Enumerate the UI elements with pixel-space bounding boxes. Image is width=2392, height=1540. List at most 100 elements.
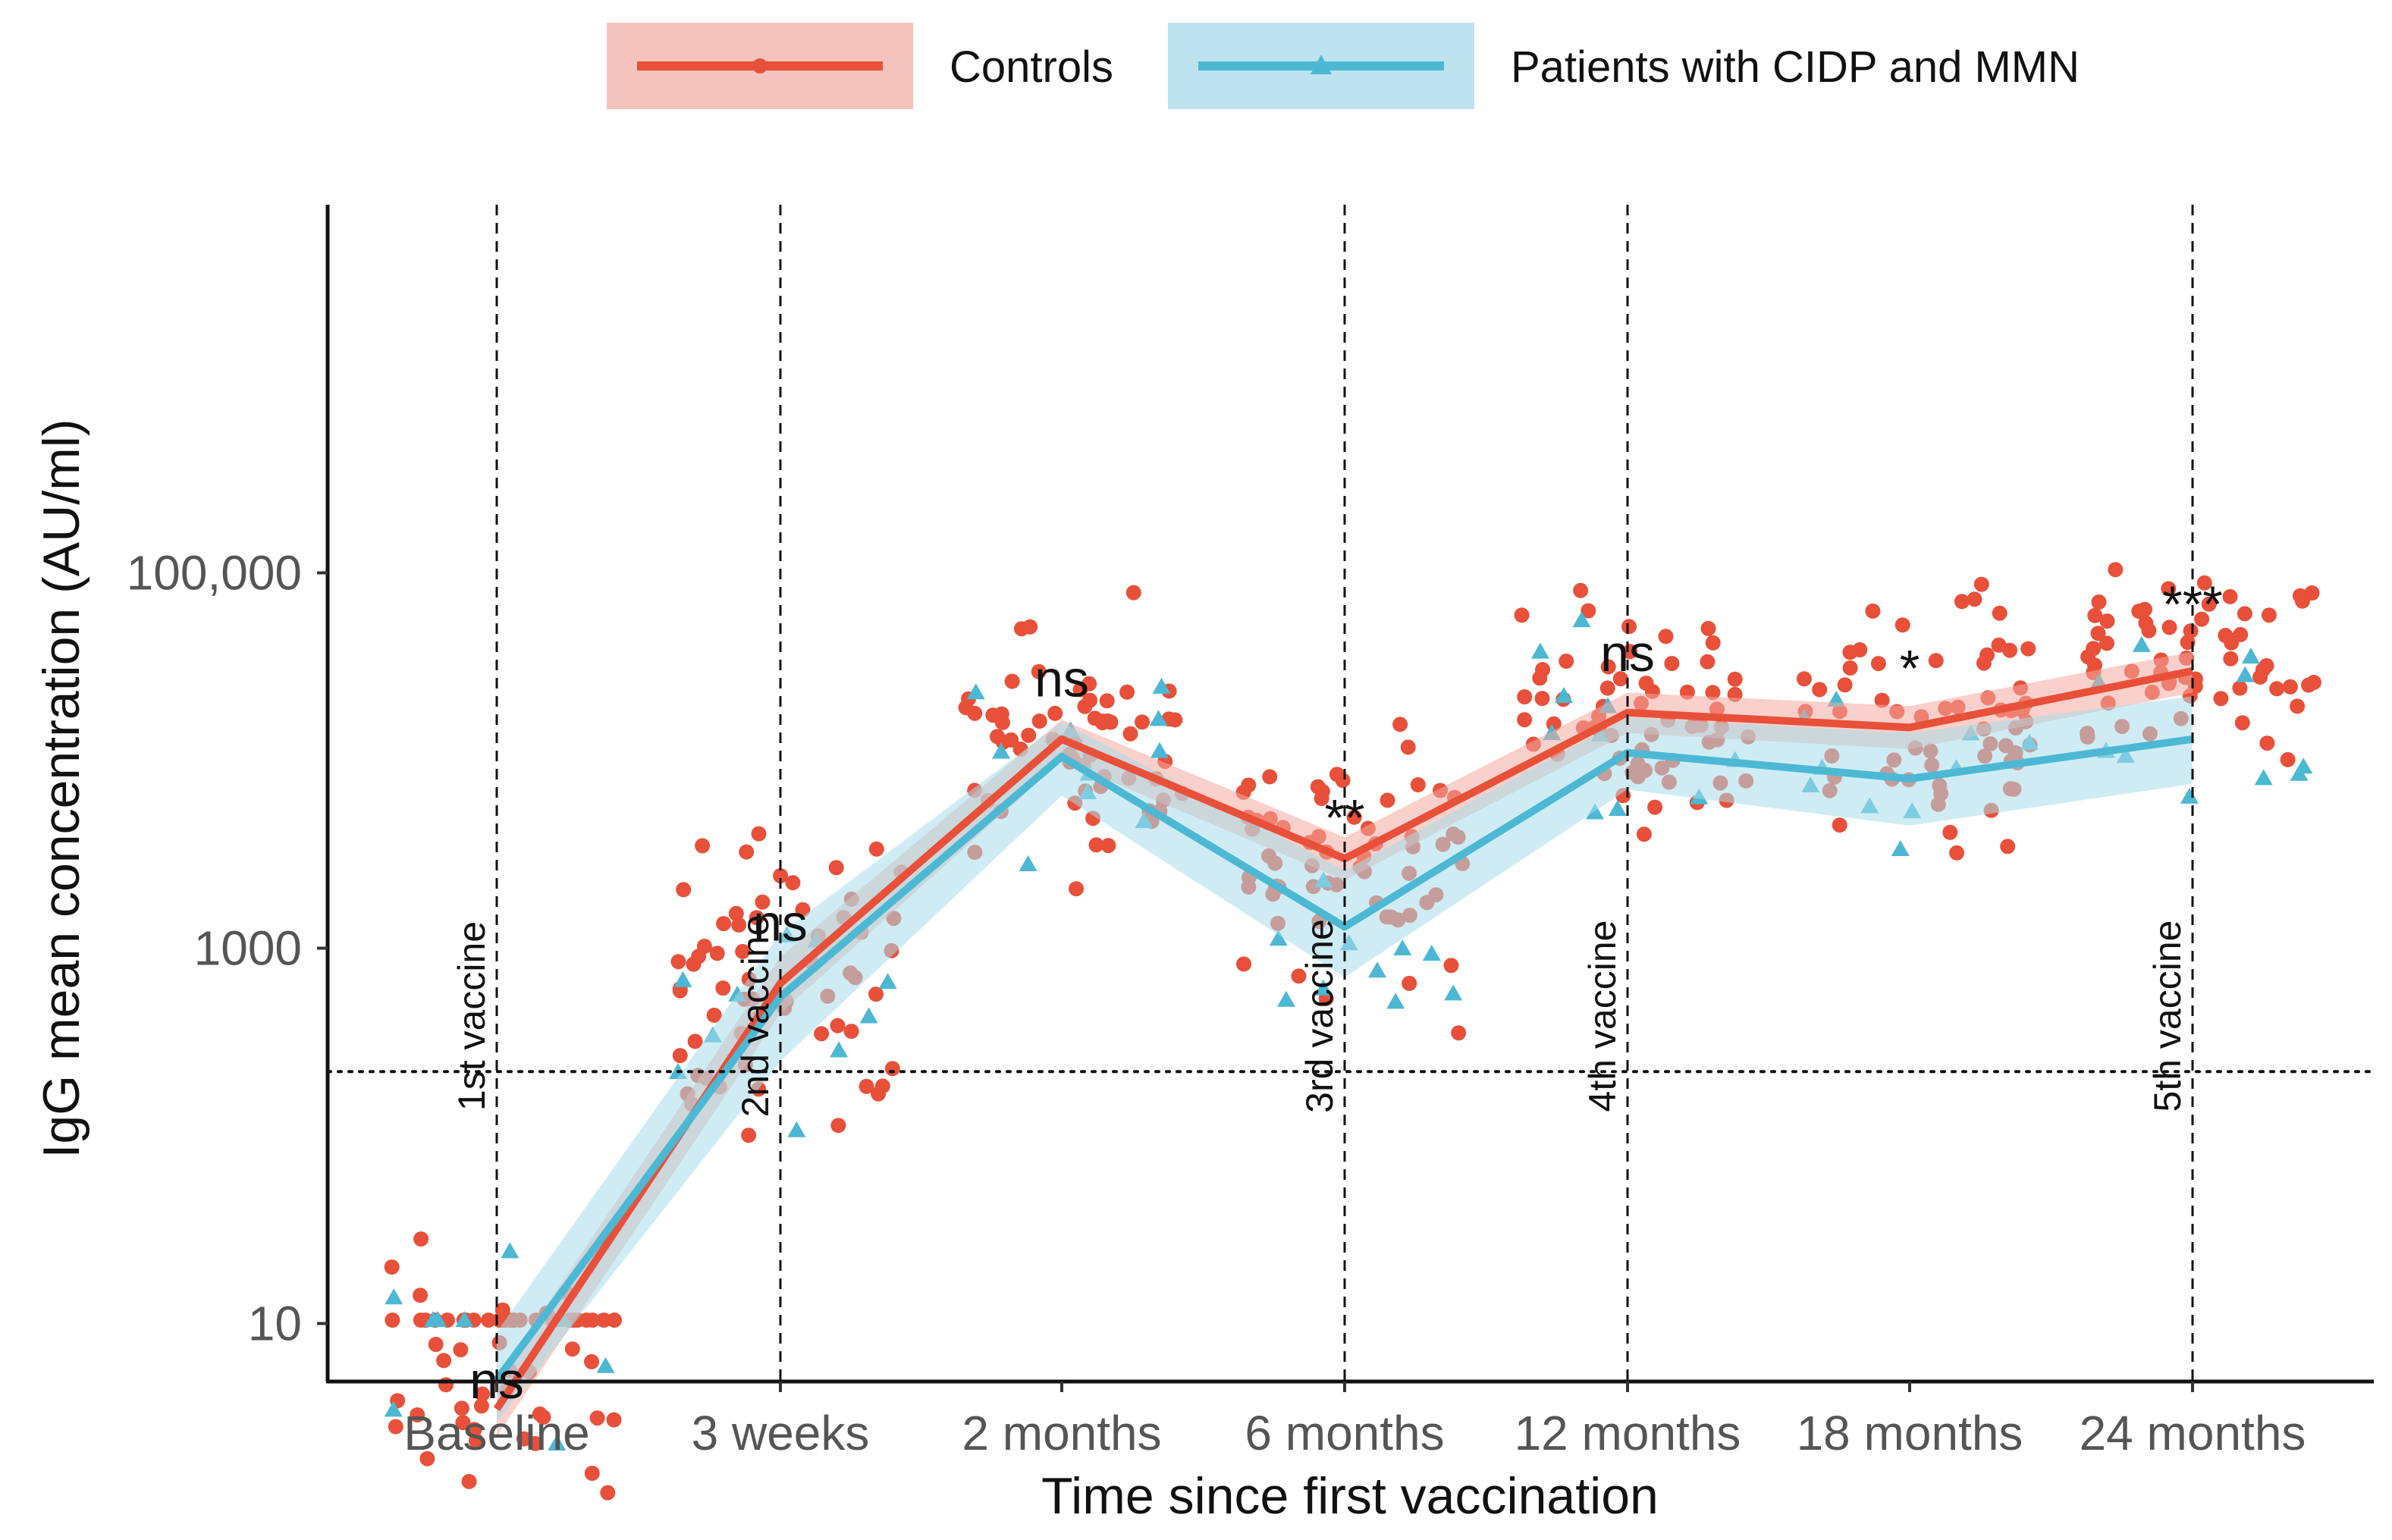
controls-point [2087,607,2103,623]
patients-point [1393,939,1412,955]
legend: Controls Patients with CIDP and MMN [607,23,2080,109]
controls-point [388,1419,403,1435]
reference-lines [326,205,2375,1382]
controls-point [985,707,1001,723]
controls-point [584,1466,600,1481]
patients-point [1019,855,1037,872]
y-tick-label: 1000 [194,921,302,976]
legend-label-patients: Patients with CIDP and MMN [1511,42,2080,92]
labels: 10 1000 100,000 Baseline 3 weeks 2 months 6 mo… [127,546,2306,1461]
controls-point [585,1313,601,1328]
controls-point [1402,975,1417,991]
controls-point [1837,677,1853,693]
patients-point [2254,769,2273,786]
controls-point [2161,619,2177,635]
controls-point [419,1451,435,1466]
controls-point [535,1410,551,1425]
controls-point [1119,684,1135,700]
controls-point [428,1337,444,1352]
controls-point [709,946,725,961]
patients-point [673,971,692,987]
controls-point [958,700,974,716]
controls-point [2080,649,2096,665]
controls-point [1705,635,1721,651]
controls-point [1291,968,1307,984]
controls-point [1573,582,1589,598]
controls-point [1700,620,1716,636]
controls-point [1942,824,1958,840]
controls-point [413,1288,428,1303]
controls-point [2261,607,2277,623]
controls-point [468,1433,484,1449]
controls-point [1638,676,1654,691]
controls-point [2237,606,2252,622]
controls-point [1949,845,1965,861]
controls-point [2234,715,2250,731]
patients-point [455,1311,474,1327]
patients-point [878,973,897,990]
significance-label: *** [2162,576,2222,633]
controls-point [2213,691,2229,707]
significance-label: ns [469,1352,524,1410]
controls-point [2259,658,2274,673]
controls-point [436,1353,452,1369]
controls-point [706,1007,722,1023]
controls-point [1658,629,1674,645]
patients-point [966,683,985,700]
controls-point [2290,698,2306,714]
controls-point [1812,682,1828,698]
controls-point [676,882,692,898]
controls-point [1973,576,1989,592]
controls-point [1335,773,1351,789]
controls-point [1852,642,1868,657]
controls-point [715,980,731,996]
controls-point [1099,693,1115,709]
controls-point [410,1407,425,1422]
controls-point [1870,656,1886,672]
x-axis-title: Time since first vaccination [1041,1467,1659,1525]
controls-point [1612,671,1628,687]
controls-point [606,1412,622,1428]
controls-point [741,1128,757,1143]
vaccination-label: 4th vaccine [1581,921,1624,1112]
patients-point [1276,990,1295,1007]
patients-point [1572,611,1591,628]
controls-point [2090,626,2106,641]
controls-point [1517,712,1533,728]
patients-point [384,1400,403,1417]
controls-point [1514,607,1530,623]
patients-point [1368,961,1387,978]
controls-point [1842,660,1858,676]
legend-key-patients-marker [1311,55,1332,74]
patients-point [2180,787,2199,804]
y-tick-label: 10 [248,1297,302,1351]
controls-point [1135,714,1150,730]
controls-point [1874,692,1890,708]
x-tick-label: Baseline [403,1406,590,1460]
axes [325,205,2374,1384]
controls-point [2232,680,2248,696]
controls-point [1380,792,1395,808]
controls-point [1894,617,1910,633]
patients-point [1891,839,1910,856]
controls-point [2000,839,2016,855]
vaccination-label: 1st vaccine [450,921,493,1111]
controls-point [814,1026,830,1042]
controls-point [1122,726,1138,742]
patients-point [501,1242,520,1259]
controls-point [1262,769,1278,785]
controls-point [1832,817,1847,833]
patients-point [1149,710,1168,726]
controls-point [1031,663,1047,679]
controls-point [1167,712,1183,728]
controls-point [859,1078,874,1094]
vaccination-label: 3rd vaccine [1298,919,1341,1113]
controls-point [871,1086,887,1102]
controls-point [1100,838,1116,854]
controls-point [1081,676,1097,692]
controls-point [466,1422,482,1438]
controls-point [2196,575,2212,591]
controls-point [2259,735,2275,751]
controls-point [1410,777,1426,792]
patients-point [1444,984,1463,1001]
